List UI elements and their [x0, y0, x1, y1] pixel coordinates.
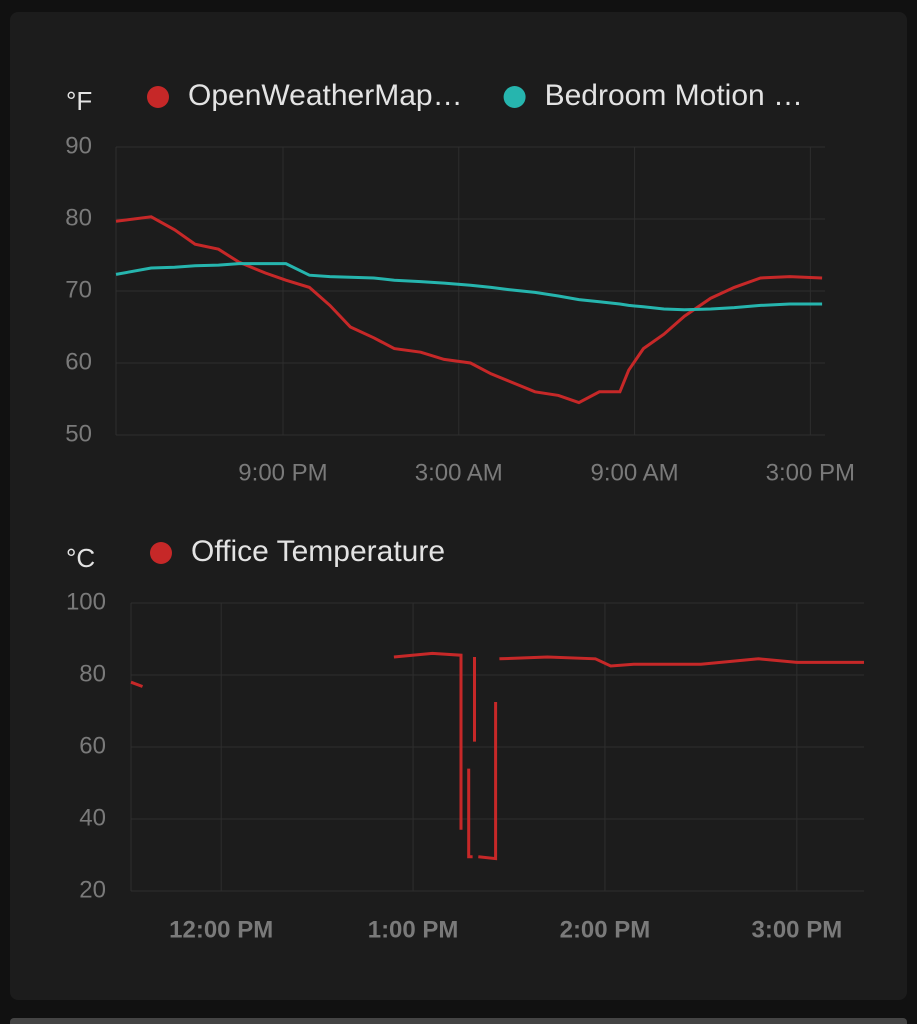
x-tick-label: 3:00 PM	[766, 459, 855, 486]
legend-marker	[150, 542, 172, 564]
y-tick-label: 50	[65, 420, 92, 447]
x-tick-label: 12:00 PM	[169, 916, 273, 943]
series-line	[130, 651, 864, 861]
y-tick-label: 90	[65, 132, 92, 159]
y-tick-label: 80	[65, 204, 92, 231]
legend-label: Office Temperature	[191, 535, 445, 568]
y-tick-label: 80	[79, 660, 106, 687]
x-tick-label: 1:00 PM	[368, 916, 459, 943]
y-tick-label: 60	[79, 732, 106, 759]
y-tick-label: 20	[79, 876, 106, 903]
x-tick-label: 3:00 AM	[415, 459, 503, 486]
next-card	[10, 1018, 907, 1024]
y-unit-label: °F	[66, 86, 92, 116]
y-tick-label: 100	[66, 588, 106, 615]
y-unit-label: °C	[66, 543, 95, 573]
x-tick-label: 2:00 PM	[560, 916, 651, 943]
x-tick-label: 9:00 AM	[591, 459, 679, 486]
x-tick-label: 9:00 PM	[238, 459, 327, 486]
legend-label: Bedroom Motion …	[545, 79, 803, 112]
series-line	[115, 262, 823, 312]
y-tick-label: 60	[65, 348, 92, 375]
x-tick-label: 3:00 PM	[751, 916, 842, 943]
y-tick-label: 40	[79, 804, 106, 831]
legend-marker	[147, 86, 169, 108]
y-tick-label: 70	[65, 276, 92, 303]
legend-marker	[503, 86, 526, 108]
legend-label: OpenWeatherMap…	[188, 79, 463, 112]
